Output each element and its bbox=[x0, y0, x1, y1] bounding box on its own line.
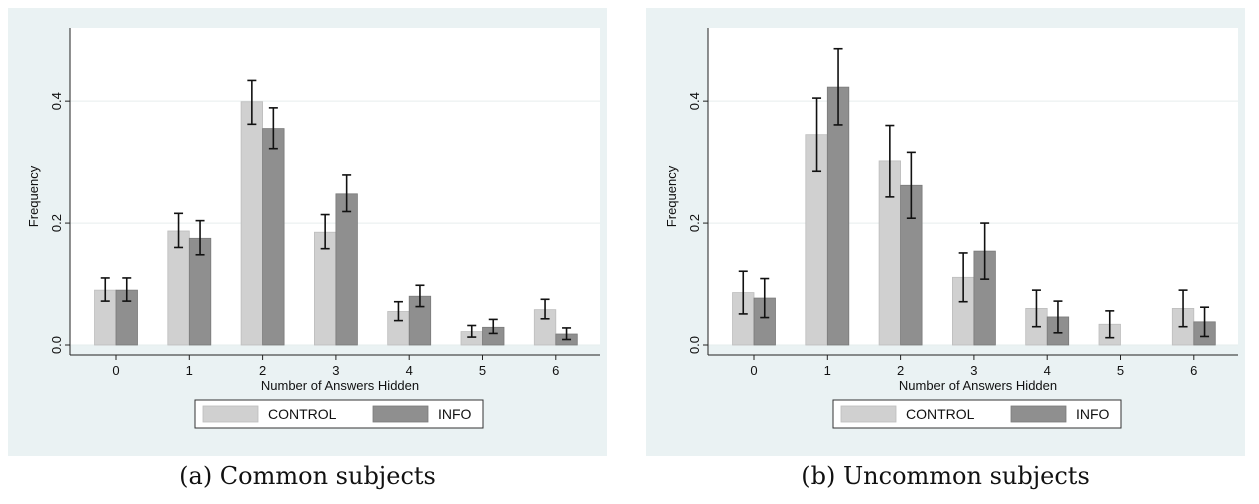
x-axis-title: Number of Answers Hidden bbox=[899, 378, 1057, 393]
chart-panel-uncommon: 0.0 0.2 0.4 Frequency 0 1 2 3 4 5 6 Number of Answe… bbox=[638, 0, 1253, 504]
bar-info bbox=[262, 128, 285, 346]
x-tick-label: 1 bbox=[824, 363, 831, 378]
legend-label-control: CONTROL bbox=[906, 406, 975, 422]
bar-info bbox=[335, 193, 358, 346]
x-tick-label: 0 bbox=[750, 363, 757, 378]
x-tick-label: 3 bbox=[970, 363, 977, 378]
legend-swatch-info bbox=[372, 405, 429, 423]
x-tick-label: 5 bbox=[1117, 363, 1124, 378]
x-tick-label: 6 bbox=[1190, 363, 1197, 378]
y-tick-label: 0.2 bbox=[49, 214, 64, 232]
legend-label-info: INFO bbox=[438, 406, 472, 422]
y-axis-title: Frequency bbox=[664, 165, 679, 227]
chart-uncommon-subjects: 0.0 0.2 0.4 Frequency 0 1 2 3 4 5 6 Number of Answe… bbox=[646, 8, 1245, 456]
x-axis-title: Number of Answers Hidden bbox=[261, 378, 419, 393]
bar-info bbox=[826, 86, 850, 346]
caption-common-subjects: (a) Common subjects bbox=[179, 462, 436, 490]
x-tick-label: 4 bbox=[406, 363, 413, 378]
x-tick-label: 0 bbox=[112, 363, 119, 378]
y-tick-label: 0.0 bbox=[687, 336, 702, 354]
y-tick-label: 0.0 bbox=[49, 336, 64, 354]
y-tick-label: 0.2 bbox=[687, 214, 702, 232]
x-tick-label: 2 bbox=[259, 363, 266, 378]
caption-uncommon-subjects: (b) Uncommon subjects bbox=[801, 462, 1090, 490]
x-tick-label: 4 bbox=[1044, 363, 1051, 378]
legend-label-control: CONTROL bbox=[268, 406, 337, 422]
legend-swatch-info bbox=[1010, 405, 1067, 423]
legend-label-info: INFO bbox=[1076, 406, 1110, 422]
x-tick-label: 1 bbox=[186, 363, 193, 378]
chart-common-subjects: 0.0 0.2 0.4 Frequency 0 1 2 3 4 5 6 Number of Answe… bbox=[8, 8, 607, 456]
y-tick-label: 0.4 bbox=[687, 92, 702, 110]
bar-control bbox=[240, 101, 264, 346]
y-tick-label: 0.4 bbox=[49, 92, 64, 110]
x-tick-label: 2 bbox=[897, 363, 904, 378]
x-tick-label: 3 bbox=[332, 363, 339, 378]
chart-panel-common: 0.0 0.2 0.4 Frequency 0 1 2 3 4 5 6 Number of Answe… bbox=[0, 0, 615, 504]
x-tick-label: 5 bbox=[479, 363, 486, 378]
legend-swatch-control bbox=[840, 405, 897, 423]
y-axis-title: Frequency bbox=[26, 165, 41, 227]
x-tick-label: 6 bbox=[552, 363, 559, 378]
legend-swatch-control bbox=[202, 405, 259, 423]
